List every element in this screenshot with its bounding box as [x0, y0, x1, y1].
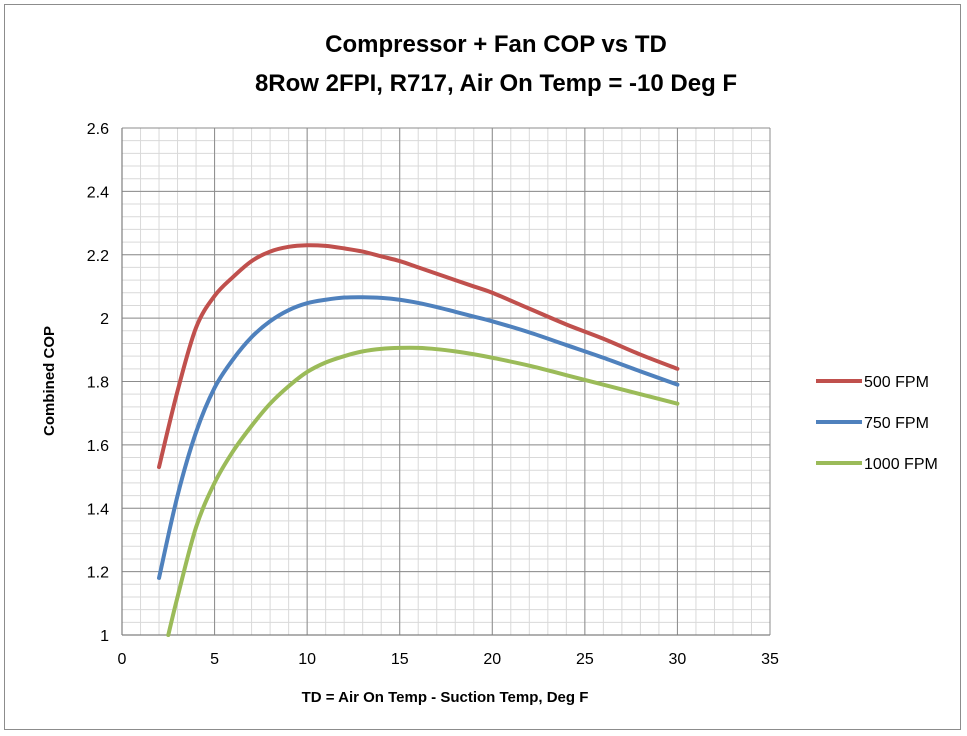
x-tick-label: 10: [298, 651, 316, 668]
x-tick-label: 30: [669, 651, 687, 668]
x-tick-label: 5: [210, 651, 219, 668]
legend: 500 FPM 750 FPM 1000 FPM: [816, 374, 938, 473]
chart-title-line1: Compressor + Fan COP vs TD: [325, 31, 667, 58]
y-axis-title: Combined COP: [41, 326, 58, 436]
x-tick-label: 15: [391, 651, 409, 668]
y-tick-label: 1: [100, 628, 109, 645]
y-tick-label: 2.2: [87, 248, 109, 265]
tick-labels: 0 5 10 15 20 25 30 35 1 1.2 1.4 1.6 1.8 2 2.2 2.4 2.6: [87, 121, 779, 668]
y-tick-label: 1.4: [87, 501, 109, 518]
legend-label-500-fpm: 500 FPM: [864, 374, 929, 391]
x-tick-label: 35: [761, 651, 779, 668]
y-tick-label: 2: [100, 311, 109, 328]
y-tick-label: 1.8: [87, 375, 109, 392]
series-line-500-fpm: [157, 243, 680, 470]
y-tick-label: 2.6: [87, 121, 109, 138]
chart-frame: [4, 4, 961, 730]
series-lines: [157, 243, 680, 637]
y-tick-label: 1.2: [87, 565, 109, 582]
x-tick-label: 20: [483, 651, 501, 668]
x-tick-label: 25: [576, 651, 594, 668]
grid: [121, 127, 771, 636]
legend-label-1000-fpm: 1000 FPM: [864, 456, 938, 473]
chart-title-line2: 8Row 2FPI, R717, Air On Temp = -10 Deg F: [255, 70, 737, 97]
series-line-1000-fpm: [166, 345, 680, 637]
legend-label-750-fpm: 750 FPM: [864, 415, 929, 432]
x-axis-title: TD = Air On Temp - Suction Temp, Deg F: [302, 689, 589, 706]
y-tick-label: 2.4: [87, 184, 109, 201]
y-tick-label: 1.6: [87, 438, 109, 455]
x-tick-label: 0: [118, 651, 127, 668]
axes: [121, 128, 770, 636]
series-line-750-fpm: [157, 295, 680, 580]
